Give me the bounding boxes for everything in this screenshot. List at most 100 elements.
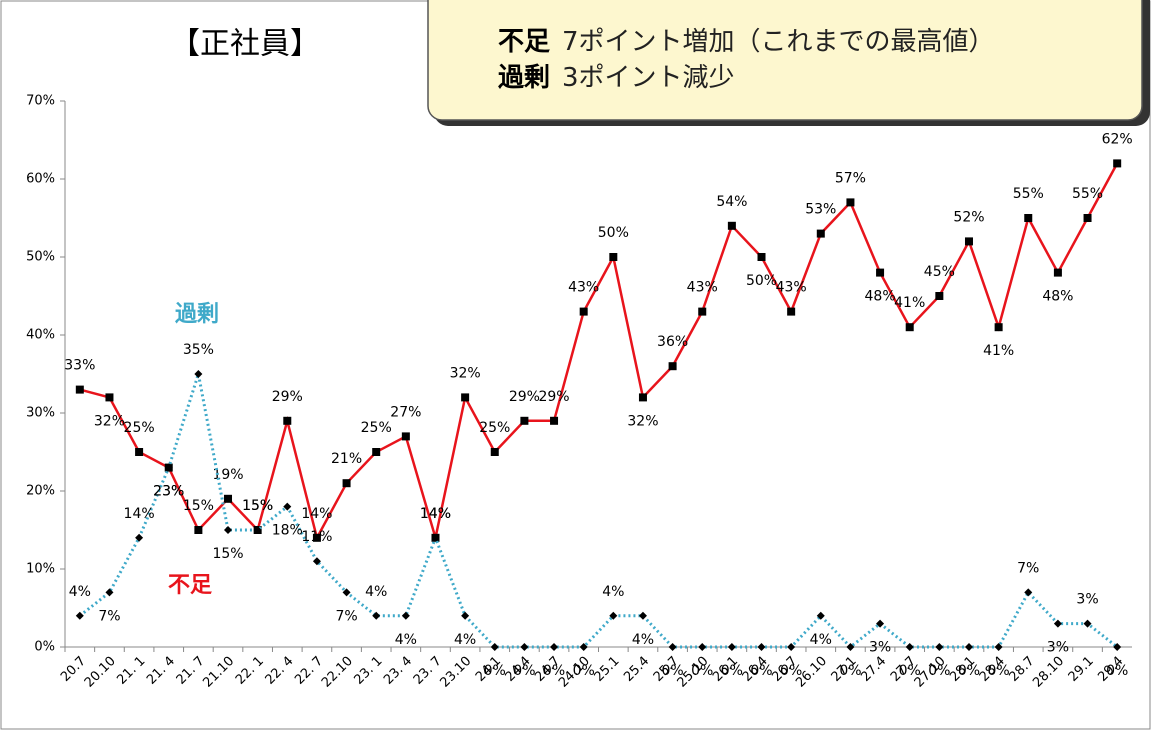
- marker: [787, 307, 796, 316]
- marker: [609, 611, 618, 620]
- marker: [105, 393, 114, 402]
- marker: [846, 643, 855, 651]
- data-label: 14%: [420, 506, 451, 522]
- marker: [490, 643, 499, 651]
- data-label: 29%: [509, 389, 540, 405]
- data-label: 3%: [1047, 640, 1069, 656]
- series-label: 不足: [168, 573, 212, 598]
- marker: [461, 393, 470, 402]
- data-label: 23%: [153, 484, 184, 500]
- data-label: 0%: [988, 663, 1010, 679]
- marker: [816, 611, 825, 620]
- data-label: 4%: [454, 632, 476, 648]
- marker: [550, 416, 559, 425]
- marker: [876, 619, 885, 628]
- marker: [638, 393, 647, 402]
- data-label: 15%: [242, 498, 273, 514]
- marker: [135, 533, 144, 542]
- annotation: 不足 7ポイント増加（これまでの最高値）: [498, 27, 995, 57]
- annotation-text: 7ポイント増加（これまでの最高値）: [562, 27, 995, 57]
- marker: [342, 479, 351, 488]
- data-label: 4%: [365, 584, 387, 600]
- marker: [1053, 619, 1062, 628]
- data-label: 50%: [746, 273, 777, 289]
- data-label: 0%: [691, 663, 713, 679]
- marker: [668, 643, 677, 651]
- marker: [1113, 643, 1122, 651]
- data-label: 25%: [479, 420, 510, 436]
- marker: [194, 370, 203, 378]
- data-label: 4%: [602, 584, 624, 600]
- marker: [164, 463, 173, 472]
- data-label: 18%: [272, 523, 303, 539]
- marker: [1053, 268, 1062, 277]
- data-label: 3%: [1076, 592, 1098, 608]
- data-label: 25%: [124, 420, 155, 436]
- data-label: 41%: [894, 295, 925, 311]
- marker: [994, 323, 1003, 332]
- data-label: 0%: [661, 663, 683, 679]
- marker: [816, 229, 825, 238]
- data-label: 23%: [153, 484, 184, 500]
- series-label: 過剰: [175, 301, 219, 327]
- data-label: 7%: [1017, 560, 1039, 576]
- y-tick-label: 50%: [26, 250, 55, 265]
- y-tick-label: 20%: [26, 484, 55, 499]
- marker: [283, 416, 292, 425]
- annotation-text: 3ポイント減少: [562, 63, 735, 93]
- data-label: 48%: [865, 289, 896, 305]
- y-tick-label: 70%: [26, 94, 55, 109]
- data-label: 14%: [301, 506, 332, 522]
- marker: [431, 533, 440, 542]
- marker: [668, 362, 677, 371]
- marker: [846, 198, 855, 207]
- data-label: 21%: [331, 451, 362, 467]
- data-label: 48%: [1042, 289, 1073, 305]
- data-label: 15%: [212, 546, 243, 562]
- data-label: 52%: [953, 209, 984, 225]
- data-label: 35%: [183, 342, 214, 358]
- annotation-label: 過剰: [498, 63, 550, 93]
- marker: [312, 557, 321, 566]
- y-tick-label: 40%: [26, 328, 55, 343]
- y-tick-label: 0%: [34, 640, 55, 655]
- data-label: 0%: [721, 663, 743, 679]
- data-label: 0%: [573, 663, 595, 679]
- marker: [401, 611, 410, 620]
- data-label: 3%: [869, 640, 891, 656]
- data-label: 0%: [484, 663, 506, 679]
- data-label: 4%: [632, 632, 654, 648]
- marker: [224, 494, 233, 503]
- data-label: 29%: [538, 389, 569, 405]
- marker: [905, 643, 914, 651]
- data-label: 15%: [242, 498, 273, 514]
- marker: [1113, 159, 1122, 168]
- marker: [609, 253, 618, 261]
- marker: [312, 533, 321, 542]
- y-tick-label: 10%: [26, 562, 55, 577]
- data-label: 0%: [839, 663, 861, 679]
- annotation-label: 不足: [498, 27, 550, 57]
- data-label: 57%: [835, 170, 866, 186]
- data-label: 0%: [780, 663, 802, 679]
- data-label: 62%: [1102, 131, 1133, 147]
- data-label: 4%: [395, 632, 417, 648]
- marker: [372, 611, 381, 620]
- marker: [224, 526, 233, 534]
- marker: [550, 643, 559, 651]
- marker: [698, 643, 707, 651]
- data-label: 14%: [420, 506, 451, 522]
- data-label: 4%: [810, 632, 832, 648]
- chart-title: 【正社員】: [170, 27, 320, 62]
- data-label: 0%: [899, 663, 921, 679]
- data-label: 32%: [450, 365, 481, 381]
- marker: [1083, 619, 1092, 628]
- data-label: 55%: [1013, 186, 1044, 202]
- y-tick-label: 60%: [26, 172, 55, 187]
- marker: [253, 526, 262, 534]
- annotation-box: [427, 0, 1143, 121]
- marker: [787, 643, 796, 651]
- data-label: 11%: [301, 529, 332, 545]
- data-label: 53%: [805, 202, 836, 218]
